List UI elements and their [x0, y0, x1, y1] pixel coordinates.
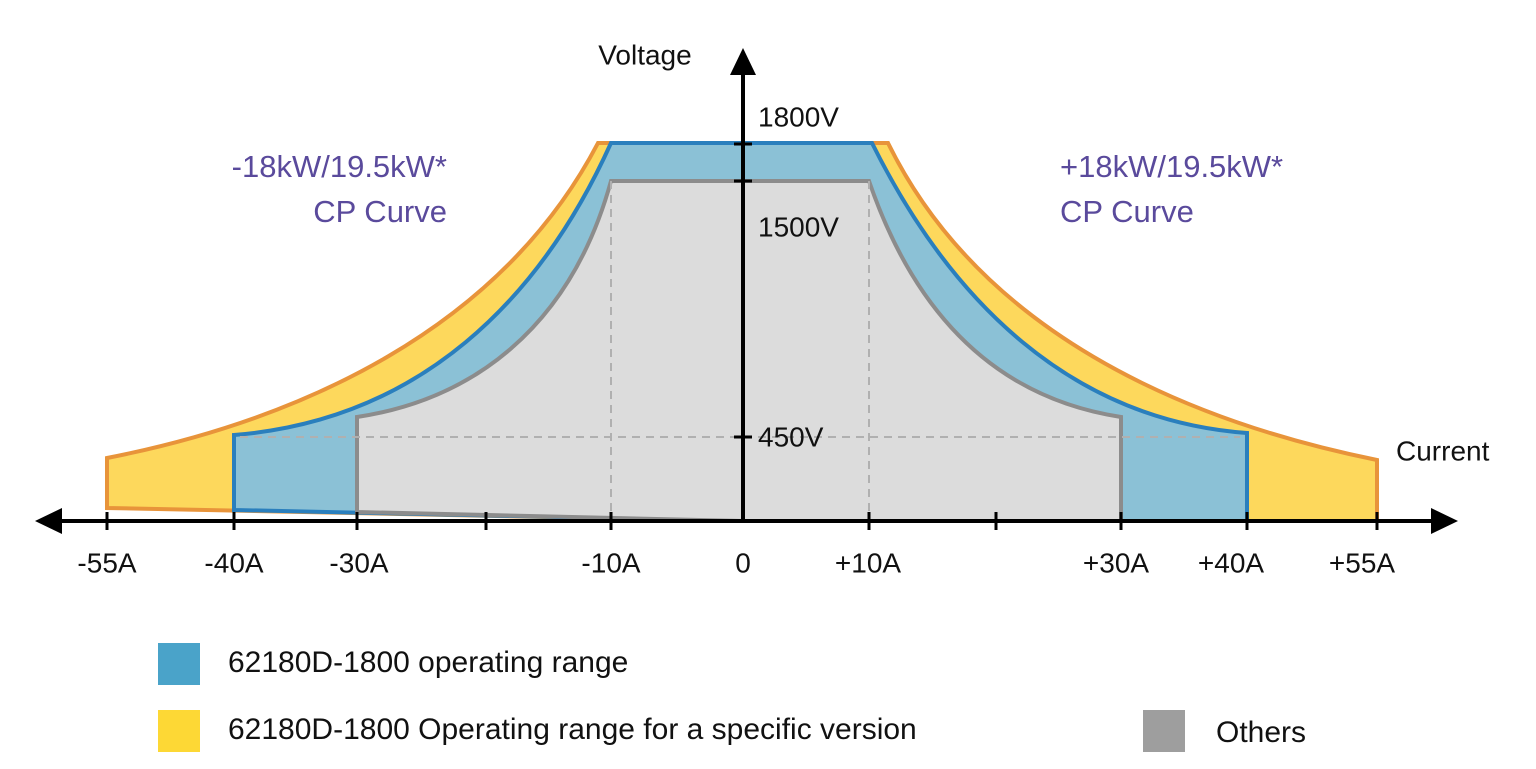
x-tick-label: +40A	[1198, 547, 1264, 578]
legend-swatch	[1143, 710, 1185, 752]
legend-swatch	[158, 710, 200, 752]
x-tick-label: -55A	[77, 547, 136, 578]
x-tick-label: 0	[735, 547, 751, 578]
x-tick-label: +30A	[1083, 547, 1149, 578]
legend-label: Others	[1216, 716, 1306, 749]
legend-label: 62180D-1800 operating range	[228, 646, 628, 679]
x-arrow-right	[1431, 508, 1458, 534]
legend-label: 62180D-1800 Operating range for a specif…	[228, 713, 917, 746]
y-tick-label: 1500V	[758, 211, 839, 242]
x-tick-label: -10A	[581, 547, 640, 578]
annotation: CP Curve	[1060, 194, 1194, 229]
annotation: +18kW/19.5kW*	[1060, 149, 1283, 184]
y-axis-label: Voltage	[598, 39, 691, 70]
legend-swatch	[158, 643, 200, 685]
x-tick-label: +55A	[1329, 547, 1395, 578]
x-arrow-left	[35, 508, 62, 534]
x-tick-label: +10A	[835, 547, 901, 578]
x-axis-label: Current	[1396, 435, 1490, 466]
axes	[45, 60, 1445, 530]
annotation: -18kW/19.5kW*	[232, 149, 447, 184]
y-tick-label: 450V	[758, 421, 824, 452]
x-tick-label: -40A	[204, 547, 263, 578]
y-tick-label: 1800V	[758, 101, 839, 132]
x-tick-label: -30A	[329, 547, 388, 578]
guides	[240, 181, 1240, 521]
annotation: CP Curve	[313, 194, 447, 229]
y-arrow	[730, 48, 756, 75]
